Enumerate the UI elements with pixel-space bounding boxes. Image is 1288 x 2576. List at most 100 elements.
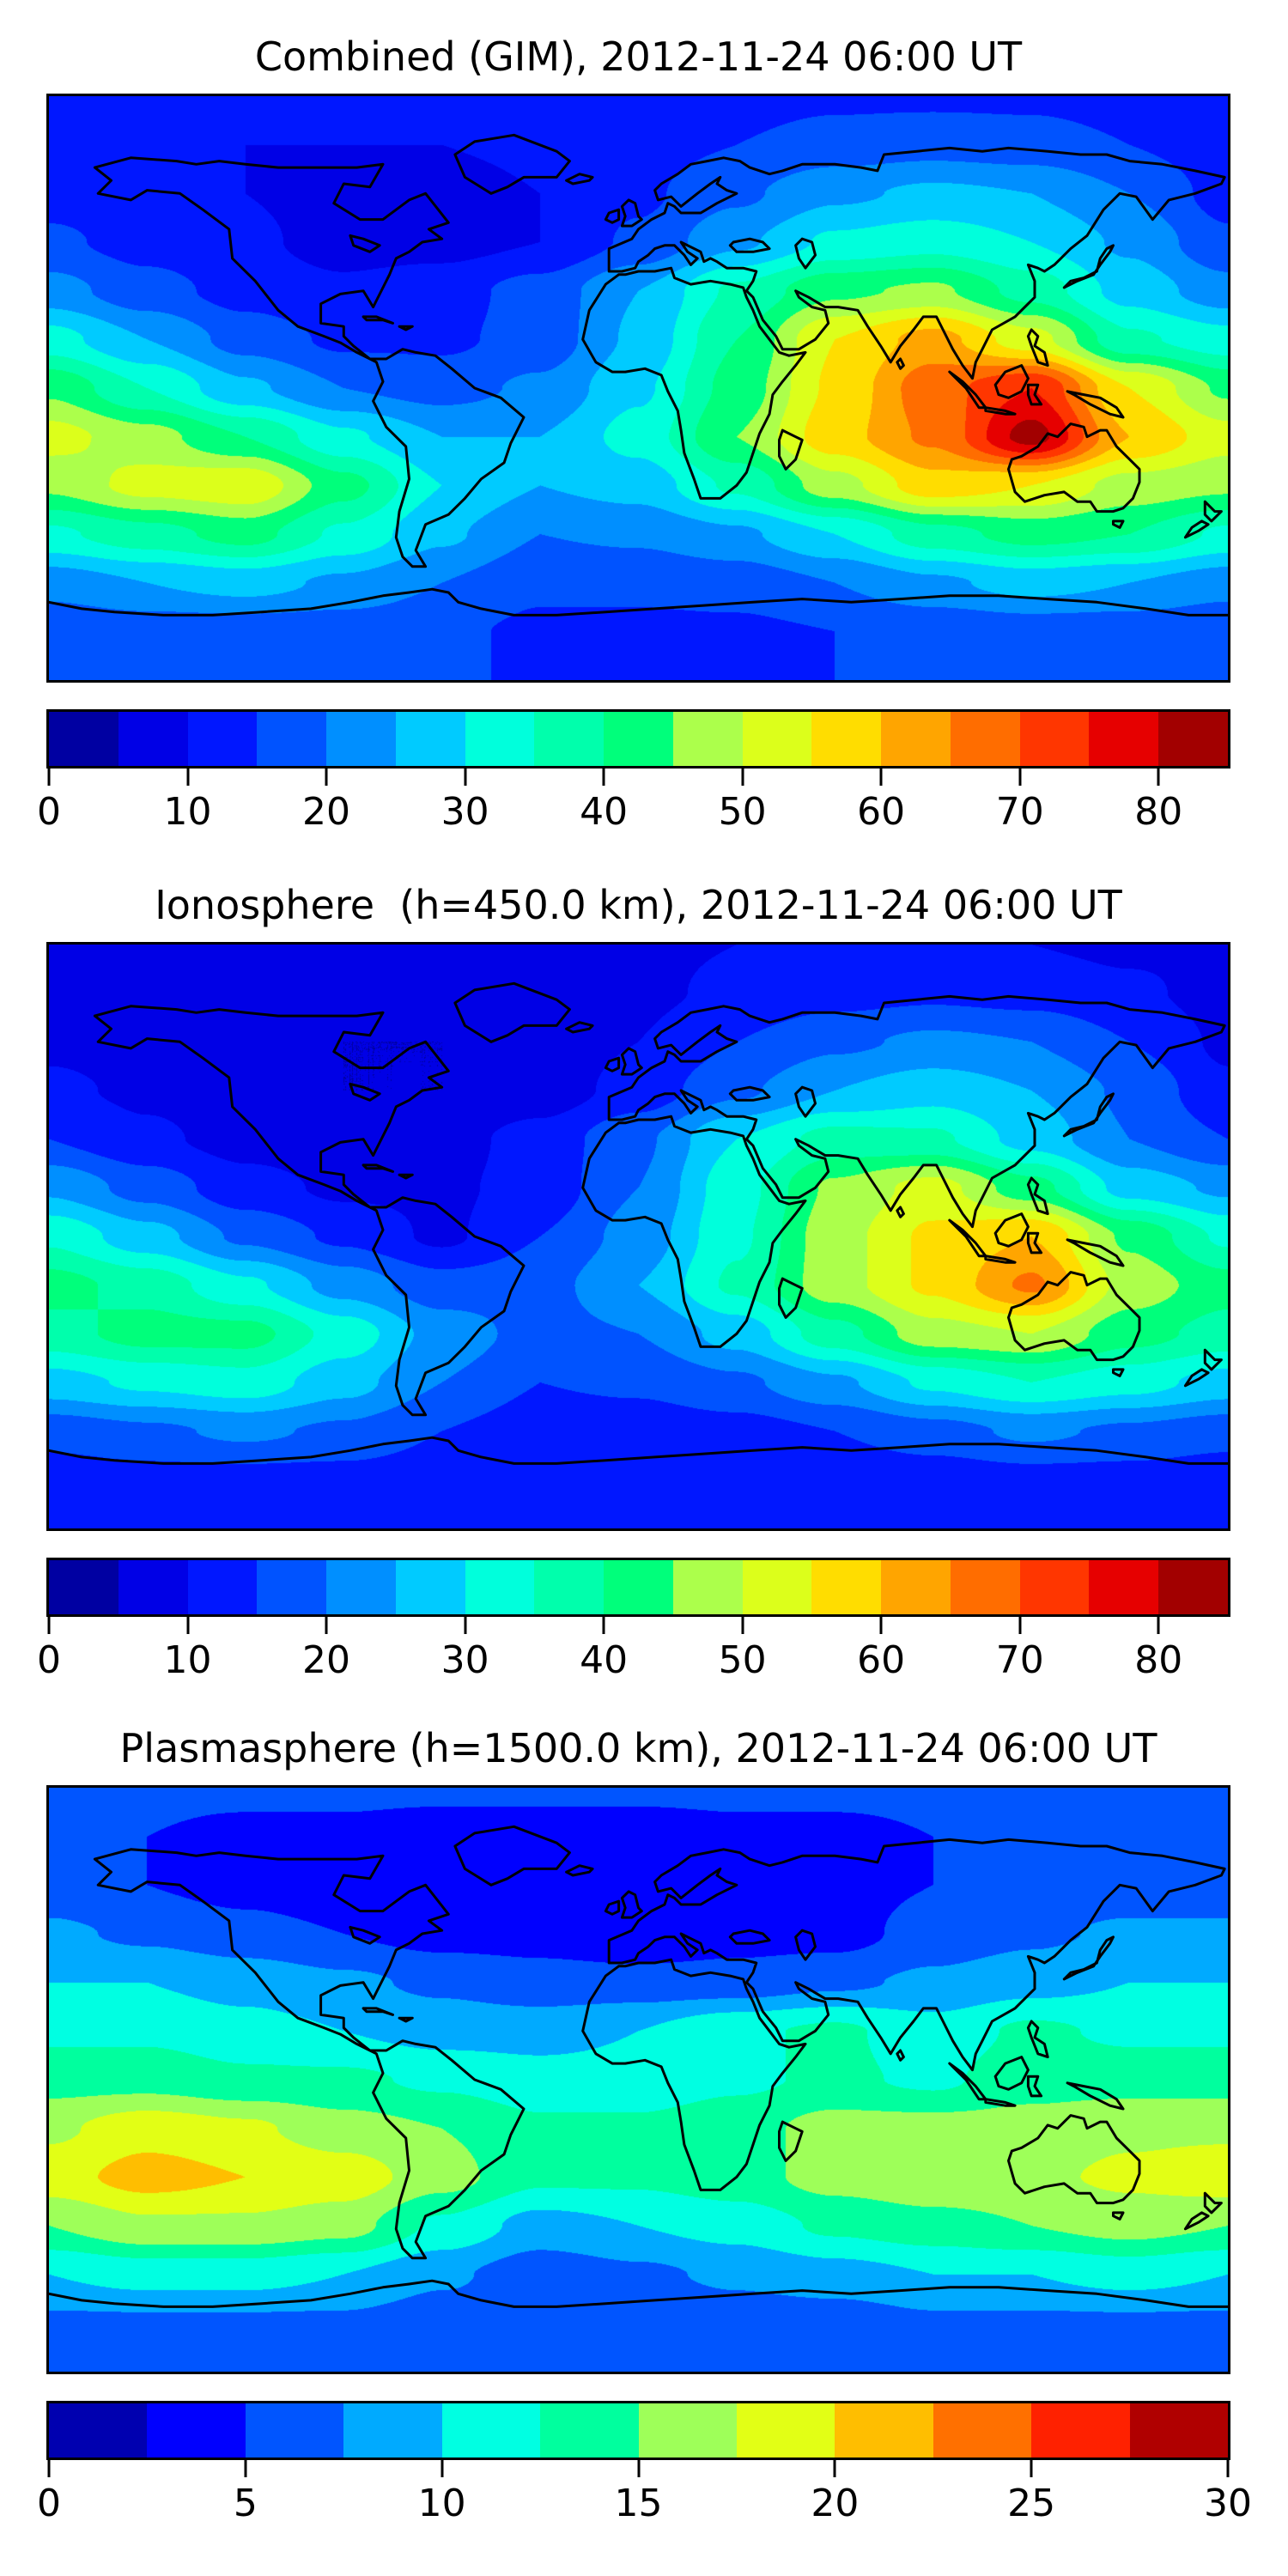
tec-heatmap-canvas: [49, 945, 1228, 1528]
colorbar-tick: [325, 769, 328, 786]
chart-title-combined: Combined (GIM), 2012-11-24 06:00 UT: [254, 33, 1023, 80]
colorbar-tick-label: 60: [857, 1638, 906, 1682]
colorbar-tick-label: 70: [995, 1638, 1044, 1682]
colorbar-tick-label: 80: [1134, 1638, 1183, 1682]
colorbar-segment: [441, 2403, 541, 2458]
colorbar-tick: [47, 769, 51, 786]
colorbar-segment: [881, 712, 951, 766]
coastline-path: [49, 981, 1228, 1465]
colorbar-segments: [49, 1560, 1229, 1614]
colorbar-tick-label: 30: [1204, 2482, 1252, 2525]
colorbar-segments: [49, 2403, 1229, 2458]
colorbar-segment: [343, 2403, 442, 2458]
colorbar-tick-label: 20: [811, 2482, 860, 2525]
colorbar-segment: [1019, 1560, 1090, 1614]
colorbar-segment: [604, 712, 673, 766]
world-coastlines-overlay: [49, 981, 1228, 1465]
chart-title-ionosphere: Ionosphere (h=450.0 km), 2012-11-24 06:0…: [155, 882, 1122, 928]
colorbar-segment: [465, 712, 535, 766]
colorbar-segment: [187, 1560, 258, 1614]
colorbar-segment: [881, 1560, 951, 1614]
colorbar-segment: [742, 1560, 812, 1614]
colorbar-segment: [326, 1560, 396, 1614]
colorbar-segment: [326, 712, 396, 766]
colorbar-segment: [604, 1560, 673, 1614]
coastline-path: [49, 1825, 1228, 2308]
colorbar-segment: [395, 1560, 465, 1614]
colorbar-tickmarks: [47, 1617, 1228, 1634]
map-ionosphere: [46, 942, 1230, 1531]
colorbar-tick-label: 0: [37, 2482, 61, 2525]
colorbar-tick-label: 20: [302, 1638, 351, 1682]
colorbar-tick-labels: 0 10 20 30 40 50 60 70 80: [37, 1638, 1228, 1684]
colorbar-tick: [602, 1617, 605, 1634]
colorbar-tick-label: 40: [580, 790, 629, 834]
colorbar-segment: [950, 712, 1020, 766]
colorbar-segment: [257, 1560, 327, 1614]
colorbar-tick: [440, 2460, 444, 2477]
colorbar-tick: [186, 769, 190, 786]
colorbar-segment: [1089, 1560, 1159, 1614]
colorbar-segment: [933, 2403, 1032, 2458]
panel-combined-gim: Combined (GIM), 2012-11-24 06:00 UT 0 10 2…: [0, 0, 1288, 859]
colorbar-tick: [602, 769, 605, 786]
colorbar-tick: [47, 2460, 51, 2477]
colorbar-tick-label: 40: [580, 1638, 629, 1682]
colorbar-tick: [833, 2460, 836, 2477]
tec-heatmap-canvas: [49, 1788, 1228, 2372]
colorbar-tick: [186, 1617, 190, 1634]
colorbar-tickmarks: [47, 2460, 1230, 2477]
map-plasmasphere: [46, 1785, 1230, 2374]
colorbar-segment: [540, 2403, 639, 2458]
colorbar-tick: [464, 1617, 467, 1634]
colorbar-segment: [465, 1560, 535, 1614]
colorbar-tick-label: 25: [1007, 2482, 1056, 2525]
colorbar-tick-label: 20: [302, 790, 351, 834]
colorbar-segment: [245, 2403, 344, 2458]
colorbar-tick-label: 15: [614, 2482, 663, 2525]
colorbar-tick: [1018, 1617, 1022, 1634]
colorbar-tick: [741, 769, 744, 786]
colorbar-tick: [1157, 1617, 1160, 1634]
colorbar-tick-label: 70: [995, 790, 1044, 834]
colorbar-tick-label: 0: [37, 790, 61, 834]
colorbar-segment: [49, 2403, 148, 2458]
colorbar-segment: [534, 712, 605, 766]
colorbar-segment: [672, 712, 743, 766]
colorbar-tick: [879, 769, 883, 786]
colorbar-segment: [1129, 2403, 1229, 2458]
colorbar-tick-label: 50: [718, 790, 767, 834]
colorbar-tick: [741, 1617, 744, 1634]
colorbar-segment: [672, 1560, 743, 1614]
colorbar-combined: [46, 709, 1230, 769]
colorbar-tick-label: 80: [1134, 790, 1183, 834]
colorbar-segment: [742, 712, 812, 766]
colorbar-segment: [811, 1560, 882, 1614]
colorbar-tick-label: 30: [440, 1638, 489, 1682]
colorbar-tick-label: 30: [440, 790, 489, 834]
chart-title-plasmasphere: Plasmasphere (h=1500.0 km), 2012-11-24 0…: [119, 1725, 1157, 1771]
colorbar-tick-labels: 0 10 20 30 40 50 60 70 80: [37, 790, 1228, 835]
map-combined-gim: [46, 94, 1230, 683]
colorbar-segment: [49, 712, 118, 766]
colorbar-tick: [325, 1617, 328, 1634]
colorbar-tick: [244, 2460, 247, 2477]
colorbar-tick: [47, 1617, 51, 1634]
colorbar-tick: [464, 769, 467, 786]
colorbar-tick-label: 10: [417, 2482, 466, 2525]
colorbar-segment: [118, 1560, 188, 1614]
colorbar-segment: [638, 2403, 737, 2458]
colorbar-tick: [879, 1617, 883, 1634]
colorbar-segment: [1089, 712, 1159, 766]
colorbar-tick: [1018, 769, 1022, 786]
colorbar-tick-label: 5: [233, 2482, 258, 2525]
colorbar-segment: [395, 712, 465, 766]
colorbar-tick-label: 60: [857, 790, 906, 834]
colorbar-plasmasphere: [46, 2401, 1230, 2460]
colorbar-tick-labels: 0 5 10 15 20 25 30: [37, 2482, 1252, 2527]
colorbar-segment: [1158, 712, 1229, 766]
colorbar-segment: [147, 2403, 246, 2458]
colorbar-tickmarks: [47, 769, 1228, 786]
tec-heatmap-canvas: [49, 96, 1228, 680]
colorbar-segment: [950, 1560, 1020, 1614]
